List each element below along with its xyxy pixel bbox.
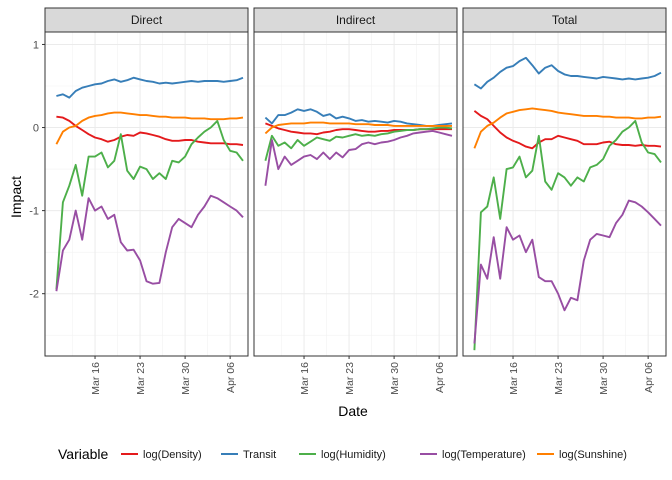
legend-label: log(Sunshine) (559, 449, 627, 461)
series-line-logdensity (56, 115, 244, 146)
x-axis-title: Date (338, 403, 368, 419)
y-tick-label: 0 (33, 123, 39, 135)
facet-strip (44, 7, 249, 33)
series-line-transit (473, 56, 662, 90)
x-tick-label: Mar 30 (180, 362, 192, 395)
y-axis-title: Impact (8, 176, 24, 218)
panel-border (253, 31, 458, 357)
legend-label: Transit (243, 449, 276, 461)
legend-label: log(Temperature) (442, 449, 526, 461)
facet-strip-label: Direct (131, 13, 163, 27)
facet-panel-indirect: Indirect Mar 16 Mar 23 Mar 30 Apr 06 (253, 7, 458, 395)
legend-item-logsunshine: log(Sunshine) (537, 449, 627, 461)
facet-panel-total: Total Mar 16 Mar 23 Mar 30 Apr 06 (462, 7, 667, 395)
legend: Variable log(Density) Transit log(Humidity)… (58, 446, 627, 462)
series-line-logtemperature (55, 194, 244, 292)
facet-panel-direct: Direct Mar 16 Mar 23 Mar 30 Apr 06 (44, 7, 249, 395)
series-line-logdensity (473, 110, 662, 150)
series-line-logsunshine (264, 121, 452, 135)
legend-item-logtemperature: log(Temperature) (420, 449, 526, 461)
series-line-loghumidity (264, 126, 453, 162)
series-line-logsunshine (55, 111, 244, 145)
x-tick-label: Mar 30 (598, 362, 610, 395)
x-tick-label: Mar 30 (389, 362, 401, 395)
y-tick-label: -2 (29, 289, 39, 301)
facet-strip (462, 7, 667, 33)
x-tick-label: Mar 16 (508, 362, 520, 395)
x-tick-label: Mar 23 (553, 362, 565, 395)
series-line-logtemperature (473, 199, 662, 344)
legend-label: log(Humidity) (321, 449, 386, 461)
y-axis: 1 0 -1 -2 (29, 39, 45, 301)
legend-item-logdensity: log(Density) (121, 449, 202, 461)
series-line-loghumidity (55, 119, 244, 290)
x-tick-label: Mar 23 (135, 362, 147, 395)
x-tick-label: Apr 06 (643, 362, 655, 393)
panel-border (462, 31, 667, 357)
x-tick-label: Apr 06 (225, 362, 237, 393)
series-line-logsunshine (473, 107, 662, 149)
y-tick-label: 1 (33, 39, 39, 51)
facet-strip-label: Indirect (336, 13, 376, 27)
series-line-transit (56, 76, 244, 99)
legend-item-transit: Transit (221, 449, 276, 461)
legend-title: Variable (58, 446, 109, 462)
legend-item-loghumidity: log(Humidity) (299, 449, 386, 461)
plot-area (463, 32, 666, 356)
y-tick-label: -1 (29, 206, 39, 218)
legend-label: log(Density) (143, 449, 202, 461)
facet-strip-label: Total (552, 13, 577, 27)
series-line-logtemperature (264, 129, 453, 186)
x-tick-label: Mar 16 (90, 362, 102, 395)
panel-border (44, 31, 249, 357)
x-tick-label: Mar 16 (299, 362, 311, 395)
x-tick-label: Apr 06 (434, 362, 446, 393)
facet-panels: Direct Mar 16 Mar 23 Mar 30 Apr 06 Indirect Ma… (44, 7, 667, 395)
series-line-loghumidity (473, 119, 662, 351)
x-tick-label: Mar 23 (344, 362, 356, 395)
plot-area (254, 32, 457, 356)
